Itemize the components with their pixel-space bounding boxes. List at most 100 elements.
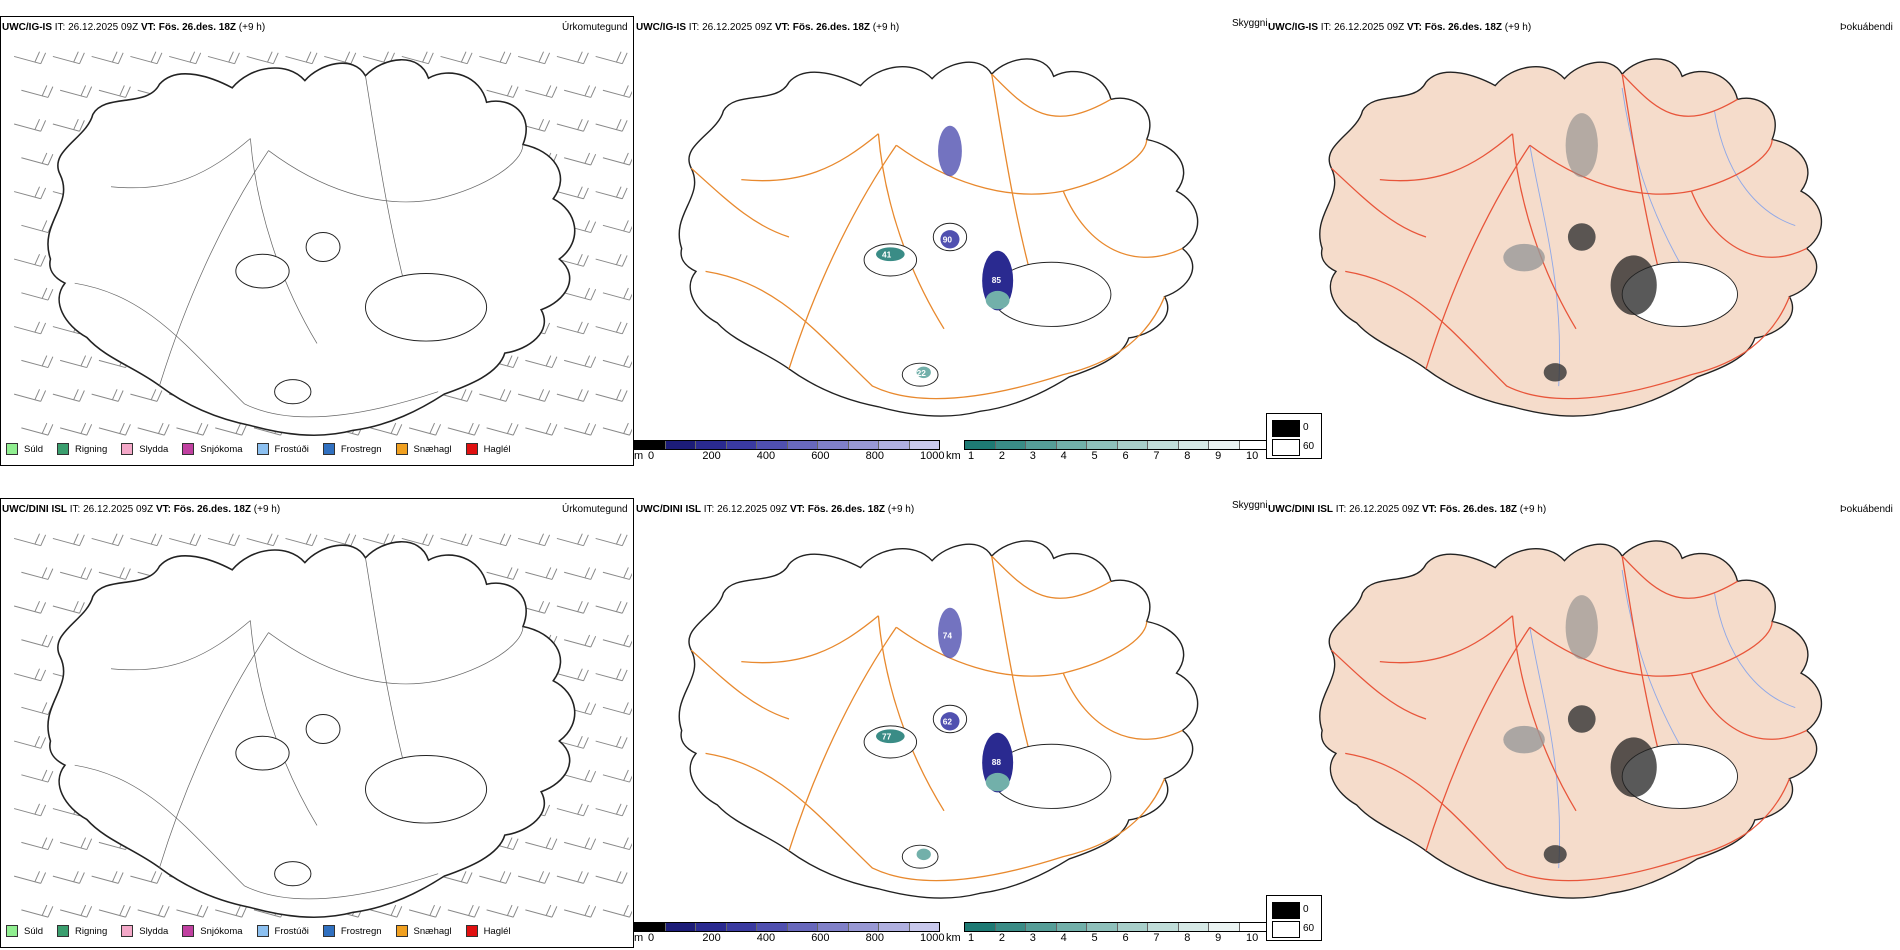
wind-barb — [602, 634, 632, 648]
visibility-colorbar — [964, 922, 1270, 932]
tick-label: 600 — [811, 450, 830, 462]
color-swatch — [465, 443, 478, 455]
it-value: 26.12.2025 09Z — [1334, 22, 1405, 33]
visibility-map: 85 90 41 22 — [678, 58, 1199, 417]
fog-low-swatch — [1272, 921, 1300, 938]
wind-barb — [21, 837, 54, 851]
wind-barb — [602, 287, 632, 301]
it-value: 26.12.2025 09Z — [1349, 504, 1420, 515]
tick-label: 200 — [702, 450, 721, 462]
panel-header: UWC/DINI ISL IT: 26.12.2025 09Z VT: Fös.… — [1268, 504, 1546, 515]
visibility-ticks: km 1 2 3 4 5 6 7 8 9 10 — [946, 450, 1276, 464]
tick-label: 2 — [998, 932, 1005, 944]
colorbar-segment — [665, 441, 696, 449]
wind-barb — [595, 668, 628, 682]
wind-barb — [169, 533, 202, 547]
wind-barb — [207, 533, 240, 547]
colorbar-segment — [1178, 923, 1209, 931]
wind-barb — [595, 533, 628, 547]
precip-type-item: Frostúði — [256, 443, 309, 455]
colorbar-segment — [909, 441, 939, 449]
map-title: Skyggni — [1232, 500, 1268, 511]
wind-barb — [370, 904, 403, 918]
elevation-ticks: m 0 200 400 600 800 1000 — [634, 450, 944, 464]
precip-type-item: Snjókoma — [182, 925, 243, 937]
precip-type-item: Snæhagl — [395, 443, 452, 455]
wind-barb — [401, 51, 434, 65]
wind-barb — [556, 871, 589, 884]
color-swatch — [6, 443, 18, 455]
precip-type-label: Frostúði — [274, 443, 309, 455]
precip-type-item: Slydda — [121, 925, 168, 937]
model-name: UWC/IG-IS — [2, 22, 52, 33]
row2-fog-panel: UWC/DINI ISL IT: 26.12.2025 09Z VT: Fös.… — [1266, 494, 1900, 914]
wind-barb — [137, 904, 170, 918]
peak-labels: 85 90 41 22 — [882, 236, 1001, 378]
elevation-ticks: m 0 200 400 600 800 1000 — [634, 932, 944, 946]
fog-low-label: 60 — [1303, 923, 1315, 934]
wind-barb — [130, 533, 163, 547]
wind-barb — [525, 422, 558, 436]
wind-barb — [13, 51, 47, 65]
wind-barb — [517, 51, 551, 65]
fog-high-label: 0 — [1303, 904, 1309, 915]
panel-header: UWC/IG-IS IT: 26.12.2025 09Z VT: Fös. 26… — [1268, 22, 1531, 33]
wind-barb — [60, 422, 93, 436]
wind-barb — [479, 871, 512, 884]
precip-type-item: Frostregn — [322, 925, 382, 937]
wind-barb — [517, 871, 551, 884]
wind-barb — [21, 702, 54, 715]
row1-precip-type-panel: UWC/IG-IS IT: 26.12.2025 09Z VT: Fös. 26… — [0, 12, 635, 467]
panel-header: UWC/IG-IS IT: 26.12.2025 09Z VT: Fös. 26… — [2, 22, 265, 33]
colorbar-segment — [995, 923, 1026, 931]
color-swatch — [395, 925, 408, 937]
road-network — [690, 555, 1183, 882]
colorbar-segment — [995, 441, 1026, 449]
map-title: Úrkomutegund — [562, 22, 628, 33]
wind-barb — [13, 871, 47, 884]
wind-barb — [602, 904, 632, 918]
wind-barb — [408, 904, 442, 918]
panel-header: UWC/IG-IS IT: 26.12.2025 09Z VT: Fös. 26… — [636, 22, 899, 33]
map-title: Þokuábendi — [1840, 504, 1893, 515]
wind-barb — [207, 51, 240, 65]
row2-precip-type-panel: UWC/DINI ISL IT: 26.12.2025 09Z VT: Fös.… — [0, 494, 635, 949]
wind-barb — [13, 736, 47, 749]
colorbar-segment — [1117, 923, 1148, 931]
wind-barb — [21, 220, 54, 233]
wind-barb — [564, 152, 597, 166]
tick-label: 8 — [1184, 450, 1191, 462]
fog-areas — [1503, 113, 1738, 382]
wind-barb — [13, 600, 47, 614]
wind-barb — [556, 51, 589, 65]
precip-type-item: Snæhagl — [395, 925, 452, 937]
tick-label: 10 — [1246, 450, 1259, 462]
wind-barb — [479, 533, 512, 547]
wind-barb — [21, 355, 54, 369]
wind-barb — [285, 51, 318, 65]
visibility-colorbar — [964, 440, 1270, 450]
peak-label: 22 — [917, 369, 927, 378]
color-swatch — [256, 925, 269, 937]
tick-label: 600 — [811, 932, 830, 944]
wind-barb — [440, 51, 473, 65]
precip-type-label: Frostregn — [340, 925, 382, 937]
colorbar-segment — [665, 923, 696, 931]
unit-label: m — [634, 450, 644, 462]
it-value: 26.12.2025 09Z — [702, 22, 773, 33]
wind-barb — [564, 837, 597, 851]
wind-barb — [52, 389, 85, 402]
fog-low-swatch — [1272, 439, 1300, 456]
wind-barb — [564, 769, 597, 783]
it-value: 26.12.2025 09Z — [83, 504, 154, 515]
colorbar-segment — [1239, 441, 1269, 449]
map-title: Úrkomutegund — [562, 504, 628, 515]
color-swatch — [465, 925, 478, 937]
precip-type-item: Rigning — [57, 443, 107, 455]
it-label: IT: — [1320, 22, 1332, 33]
wind-barb — [13, 389, 47, 402]
colorbar-segment — [726, 923, 757, 931]
wind-barb — [486, 567, 519, 580]
wind-barb — [556, 668, 589, 682]
wind-barb — [595, 186, 628, 200]
